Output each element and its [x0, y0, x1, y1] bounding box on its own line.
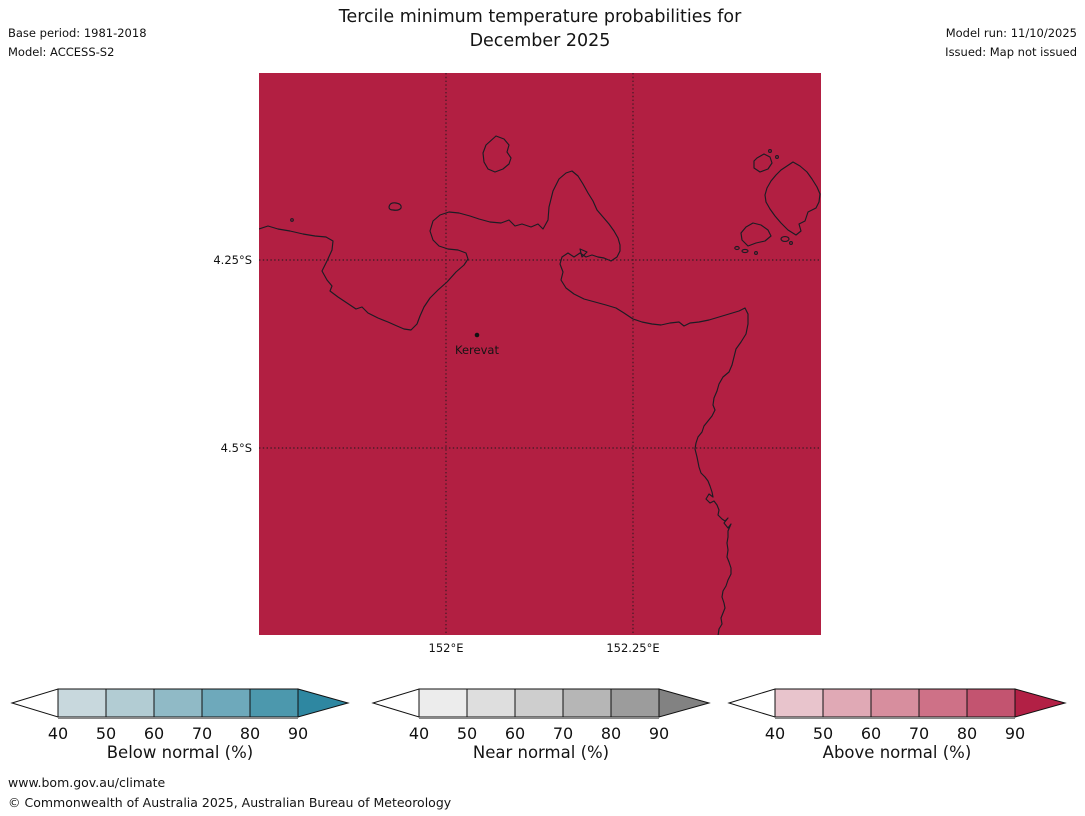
model-run-label: Model run: 11/10/2025 — [945, 26, 1077, 40]
colorbar-tick-label: 70 — [192, 724, 212, 743]
colorbar-segment — [918, 688, 968, 718]
title-line-2: December 2025 — [469, 31, 611, 51]
colorbar-left-arrow — [727, 688, 776, 718]
run-metadata-right: Model run: 11/10/2025 Issued: Map not is… — [945, 24, 1077, 62]
coastline-new-britain — [259, 170, 749, 635]
colorbar-tick-label: 50 — [96, 724, 116, 743]
colorbar-tick-label: 70 — [553, 724, 573, 743]
colorbar-tick-label: 90 — [1005, 724, 1025, 743]
coastline-new-ireland — [764, 161, 821, 236]
colorbar-tick-label: 40 — [765, 724, 785, 743]
run-metadata-left: Base period: 1981-2018 Model: ACCESS-S2 — [8, 24, 147, 62]
colorbar-right-arrow — [297, 688, 350, 718]
islet-se-2 — [789, 241, 793, 245]
station-marker-kerevat — [474, 332, 480, 338]
colorbar-above-normal: 40 50 60 70 80 90 — [727, 686, 1067, 746]
islet-s-3 — [754, 251, 758, 255]
map-canvas: Kerevat — [259, 73, 821, 635]
colorbar-below-normal: 40 50 60 70 80 90 — [10, 686, 350, 746]
coastline-small-island-west — [388, 202, 402, 211]
colorbar-left-arrow — [371, 688, 420, 718]
colorbar-segment — [249, 688, 299, 718]
colorbar-tick-label: 50 — [457, 724, 477, 743]
title-line-1: Tercile minimum temperature probabilitie… — [338, 7, 742, 27]
colorbar-right-arrow — [1014, 688, 1067, 718]
islet-dot-west — [290, 218, 294, 222]
footer-copyright: © Commonwealth of Australia 2025, Austra… — [8, 795, 452, 810]
colorbar-left-arrow — [10, 688, 59, 718]
islet-s-1 — [734, 245, 740, 251]
colorbar-segment — [57, 688, 107, 718]
colorbar-segment — [201, 688, 251, 718]
colorbar-tick-label: 60 — [144, 724, 164, 743]
lon-tick-152E: 152°E — [428, 641, 464, 655]
coastlines — [259, 135, 821, 635]
colorbar-tick-label: 80 — [601, 724, 621, 743]
colorbar-tick-label: 90 — [288, 724, 308, 743]
colorbar-tick-label: 40 — [48, 724, 68, 743]
islet-harbour — [579, 248, 588, 258]
colorbar-tick-label: 60 — [505, 724, 525, 743]
colorbar-tick-label: 60 — [861, 724, 881, 743]
colorbar-tick-label: 80 — [240, 724, 260, 743]
islet-se-1 — [780, 236, 790, 242]
islet-dot-1 — [768, 149, 772, 153]
model-label: Model: ACCESS-S2 — [8, 45, 115, 59]
colorbar-tick-label: 80 — [957, 724, 977, 743]
colorbar-segment — [105, 688, 155, 718]
graticule — [259, 73, 821, 635]
colorbar-tick-label: 50 — [813, 724, 833, 743]
base-period-label: Base period: 1981-2018 — [8, 26, 147, 40]
colorbar-near-normal: 40 50 60 70 80 90 — [371, 686, 711, 746]
colorbar-title-near-normal: Near normal (%) — [472, 743, 610, 762]
colorbar-segment — [514, 688, 564, 718]
colorbar-title-above-normal: Above normal (%) — [822, 743, 972, 762]
footer-url: www.bom.gov.au/climate — [8, 775, 166, 790]
lon-tick-152.25E: 152.25°E — [606, 641, 660, 655]
coastline-duke-of-york — [740, 222, 772, 247]
colorbar-segment — [870, 688, 920, 718]
colorbar-segment — [153, 688, 203, 718]
colorbar-segment — [562, 688, 612, 718]
islet-s-2 — [741, 248, 749, 254]
colorbar-segment — [418, 688, 468, 718]
probability-map — [259, 73, 821, 635]
colorbar-tick-label: 90 — [649, 724, 669, 743]
colorbar-segment — [966, 688, 1016, 718]
colorbar-segment — [610, 688, 660, 718]
coastline-watom-island — [482, 135, 512, 173]
islet-nw — [753, 153, 773, 173]
page-title: Tercile minimum temperature probabilitie… — [259, 5, 821, 53]
colorbar-right-arrow — [658, 688, 711, 718]
lat-tick-4.25S: 4.25°S — [213, 253, 252, 267]
issued-label: Issued: Map not issued — [945, 45, 1077, 59]
colorbar-title-below-normal: Below normal (%) — [106, 743, 254, 762]
colorbar-tick-label: 70 — [909, 724, 929, 743]
colorbar-segment — [466, 688, 516, 718]
colorbar-segment — [822, 688, 872, 718]
station-label: Kerevat — [455, 343, 499, 357]
colorbar-tick-label: 40 — [409, 724, 429, 743]
map-background — [259, 73, 821, 635]
islet-dot-2 — [775, 155, 779, 159]
lat-tick-4.5S: 4.5°S — [220, 441, 252, 455]
colorbar-segment — [774, 688, 824, 718]
